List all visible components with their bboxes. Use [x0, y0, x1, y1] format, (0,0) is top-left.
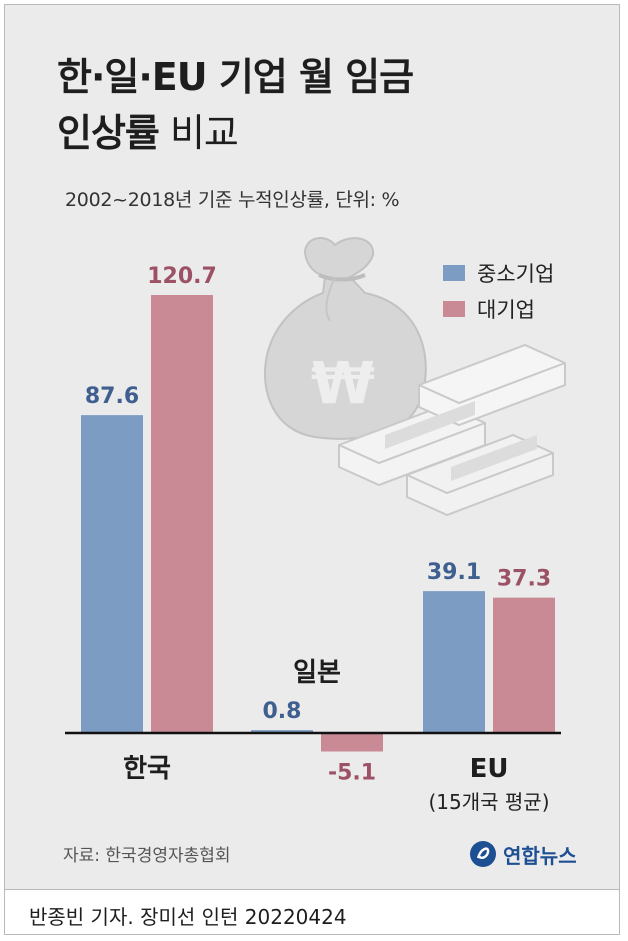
title-line-2-bold: 인상률 — [57, 111, 160, 155]
title-line-2-light: 비교 — [158, 111, 239, 155]
category-sublabel-2: (15개국 평균) — [428, 790, 549, 814]
value-label-large-1: -5.1 — [328, 761, 376, 786]
category-label-1: 일본 — [293, 658, 341, 688]
category-label-0: 한국 — [123, 754, 171, 784]
bar-large-0 — [151, 295, 213, 733]
chart-title: 한·일·EU 기업 월 임금 인상률 비교 — [57, 49, 414, 161]
source-note: 자료: 한국경영자총협회 — [63, 846, 231, 866]
value-label-small-1: 0.8 — [263, 699, 302, 724]
legend-label-large: 대기업 — [477, 298, 535, 322]
title-line-1: 한·일·EU 기업 월 임금 — [57, 55, 414, 99]
legend-item-large: 대기업 — [443, 291, 554, 327]
legend-label-small: 중소기업 — [477, 262, 555, 286]
bar-small-2 — [423, 591, 485, 733]
legend: 중소기업 대기업 — [443, 255, 554, 327]
chart-subtitle: 2002~2018년 기준 누적인상률, 단위: % — [65, 189, 400, 211]
legend-swatch-large — [443, 301, 465, 317]
category-label-2: EU — [470, 754, 509, 784]
value-label-small-0: 87.6 — [85, 384, 139, 409]
legend-swatch-small — [443, 265, 465, 281]
money-bag-icon: ₩ — [264, 237, 427, 440]
credit-line: 반종빈 기자. 장미선 인턴 20220424 — [29, 905, 347, 929]
yonhap-logo-icon — [470, 841, 496, 867]
brand-name: 연합뉴스 — [503, 843, 577, 868]
value-label-large-0: 120.7 — [147, 264, 217, 289]
brand-logo: 연합뉴스 — [469, 837, 577, 871]
bar-large-2 — [493, 597, 555, 733]
svg-text:₩: ₩ — [311, 349, 375, 417]
bar-small-0 — [81, 415, 143, 733]
value-label-small-2: 39.1 — [427, 560, 481, 585]
bar-small-1 — [251, 730, 313, 733]
bar-large-1 — [321, 733, 383, 752]
legend-item-small: 중소기업 — [443, 255, 554, 291]
infographic-frame: 한·일·EU 기업 월 임금 인상률 비교 2002~2018년 기준 누적인상… — [4, 4, 620, 935]
value-label-large-2: 37.3 — [497, 567, 551, 592]
bar-chart: ₩ 87.6 120.7 한국 0.8 -5.1 일본 39.1 37.3 EU (15개국 평균… — [65, 237, 566, 814]
bars-layer: 87.6 120.7 한국 0.8 -5.1 일본 39.1 37.3 EU (15개국 평균) — [65, 264, 561, 814]
cash-stacks-icon — [338, 343, 566, 517]
credit-bar: 반종빈 기자. 장미선 인턴 20220424 — [5, 889, 619, 934]
